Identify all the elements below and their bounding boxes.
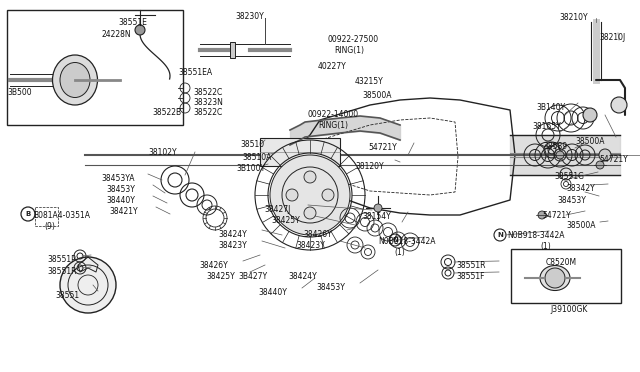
Text: 38500A: 38500A — [575, 137, 605, 146]
Text: 38230Y: 38230Y — [235, 12, 264, 21]
Text: 38154Y: 38154Y — [362, 212, 391, 221]
Text: 38427J: 38427J — [264, 205, 291, 214]
Text: 38440Y: 38440Y — [258, 288, 287, 297]
Text: 38165Y: 38165Y — [532, 122, 561, 131]
Text: 38426Y: 38426Y — [199, 261, 228, 270]
Text: 38522B: 38522B — [152, 108, 181, 117]
Text: 54721Y: 54721Y — [542, 211, 571, 220]
Text: J39100GK: J39100GK — [550, 305, 588, 314]
Text: 00922-27500: 00922-27500 — [328, 35, 379, 44]
Text: 43215Y: 43215Y — [355, 77, 384, 86]
Text: 38551G: 38551G — [554, 172, 584, 181]
Text: 54721Y: 54721Y — [599, 155, 628, 164]
Circle shape — [599, 149, 611, 161]
Text: C8520M: C8520M — [546, 258, 577, 267]
Text: 38323N: 38323N — [193, 98, 223, 107]
Circle shape — [611, 97, 627, 113]
Text: 38423Y: 38423Y — [218, 241, 247, 250]
Text: 38551P: 38551P — [47, 255, 76, 264]
Circle shape — [596, 161, 604, 169]
Text: 38551E: 38551E — [118, 18, 147, 27]
Text: 38120Y: 38120Y — [355, 162, 383, 171]
Text: 38510A: 38510A — [242, 153, 271, 162]
Text: 38102Y: 38102Y — [148, 148, 177, 157]
Text: 38421Y: 38421Y — [109, 207, 138, 216]
Text: N: N — [392, 237, 398, 243]
Text: 38453Y: 38453Y — [557, 196, 586, 205]
Circle shape — [545, 268, 565, 288]
Circle shape — [270, 155, 350, 235]
Text: RING(1): RING(1) — [318, 121, 348, 130]
Bar — [511, 249, 621, 303]
Text: 38510: 38510 — [240, 140, 264, 149]
Ellipse shape — [60, 62, 90, 97]
Text: 3B500: 3B500 — [7, 88, 31, 97]
Text: 54721Y: 54721Y — [368, 143, 397, 152]
Text: 38453Y: 38453Y — [316, 283, 345, 292]
Text: 38453Y: 38453Y — [106, 185, 135, 194]
Text: 38500A: 38500A — [566, 221, 595, 230]
Text: RING(1): RING(1) — [334, 46, 364, 55]
Text: 38522C: 38522C — [193, 88, 222, 97]
Text: 38522C: 38522C — [193, 108, 222, 117]
Text: 38551F: 38551F — [456, 272, 484, 281]
Text: 38424Y: 38424Y — [218, 230, 247, 239]
Text: (1): (1) — [394, 248, 404, 257]
Text: N: N — [497, 232, 503, 238]
Text: 38425Y: 38425Y — [271, 216, 300, 225]
Circle shape — [322, 189, 334, 201]
Text: N0B918-3442A: N0B918-3442A — [507, 231, 564, 240]
Circle shape — [135, 25, 145, 35]
Text: 38589: 38589 — [543, 142, 567, 151]
Text: B: B — [26, 211, 31, 217]
Text: 38210Y: 38210Y — [559, 13, 588, 22]
Text: 38210J: 38210J — [599, 33, 625, 42]
Text: 38551R: 38551R — [456, 261, 486, 270]
Text: (1): (1) — [540, 242, 551, 251]
Text: 38425Y: 38425Y — [206, 272, 235, 281]
Circle shape — [286, 189, 298, 201]
Circle shape — [304, 171, 316, 183]
Bar — [260, 138, 340, 166]
Ellipse shape — [540, 266, 570, 291]
Bar — [230, 42, 235, 58]
Circle shape — [583, 108, 597, 122]
Bar — [7, 10, 183, 125]
Text: 38342Y: 38342Y — [566, 184, 595, 193]
Text: 24228N: 24228N — [101, 30, 131, 39]
Text: 38440Y: 38440Y — [106, 196, 135, 205]
Ellipse shape — [52, 55, 97, 105]
Text: 38424Y: 38424Y — [288, 272, 317, 281]
Circle shape — [556, 151, 564, 159]
Text: 38551: 38551 — [55, 291, 79, 300]
Text: 3B100Y: 3B100Y — [236, 164, 265, 173]
Text: (9): (9) — [44, 222, 55, 231]
Text: N0B918-3442A: N0B918-3442A — [378, 237, 435, 246]
Text: 38500A: 38500A — [362, 91, 392, 100]
Text: 38551R: 38551R — [47, 267, 77, 276]
Circle shape — [538, 211, 546, 219]
Text: 00922-14000: 00922-14000 — [308, 110, 359, 119]
Circle shape — [304, 207, 316, 219]
Text: 38423Y: 38423Y — [296, 241, 324, 250]
Text: 38453YA: 38453YA — [101, 174, 134, 183]
Text: B081A4-0351A: B081A4-0351A — [33, 211, 90, 220]
Text: 3B427Y: 3B427Y — [238, 272, 267, 281]
Text: 40227Y: 40227Y — [318, 62, 347, 71]
Circle shape — [374, 204, 382, 212]
Text: 38426Y: 38426Y — [303, 230, 332, 239]
Circle shape — [60, 257, 116, 313]
Text: 38551EA: 38551EA — [178, 68, 212, 77]
Text: 3B140Y: 3B140Y — [536, 103, 565, 112]
